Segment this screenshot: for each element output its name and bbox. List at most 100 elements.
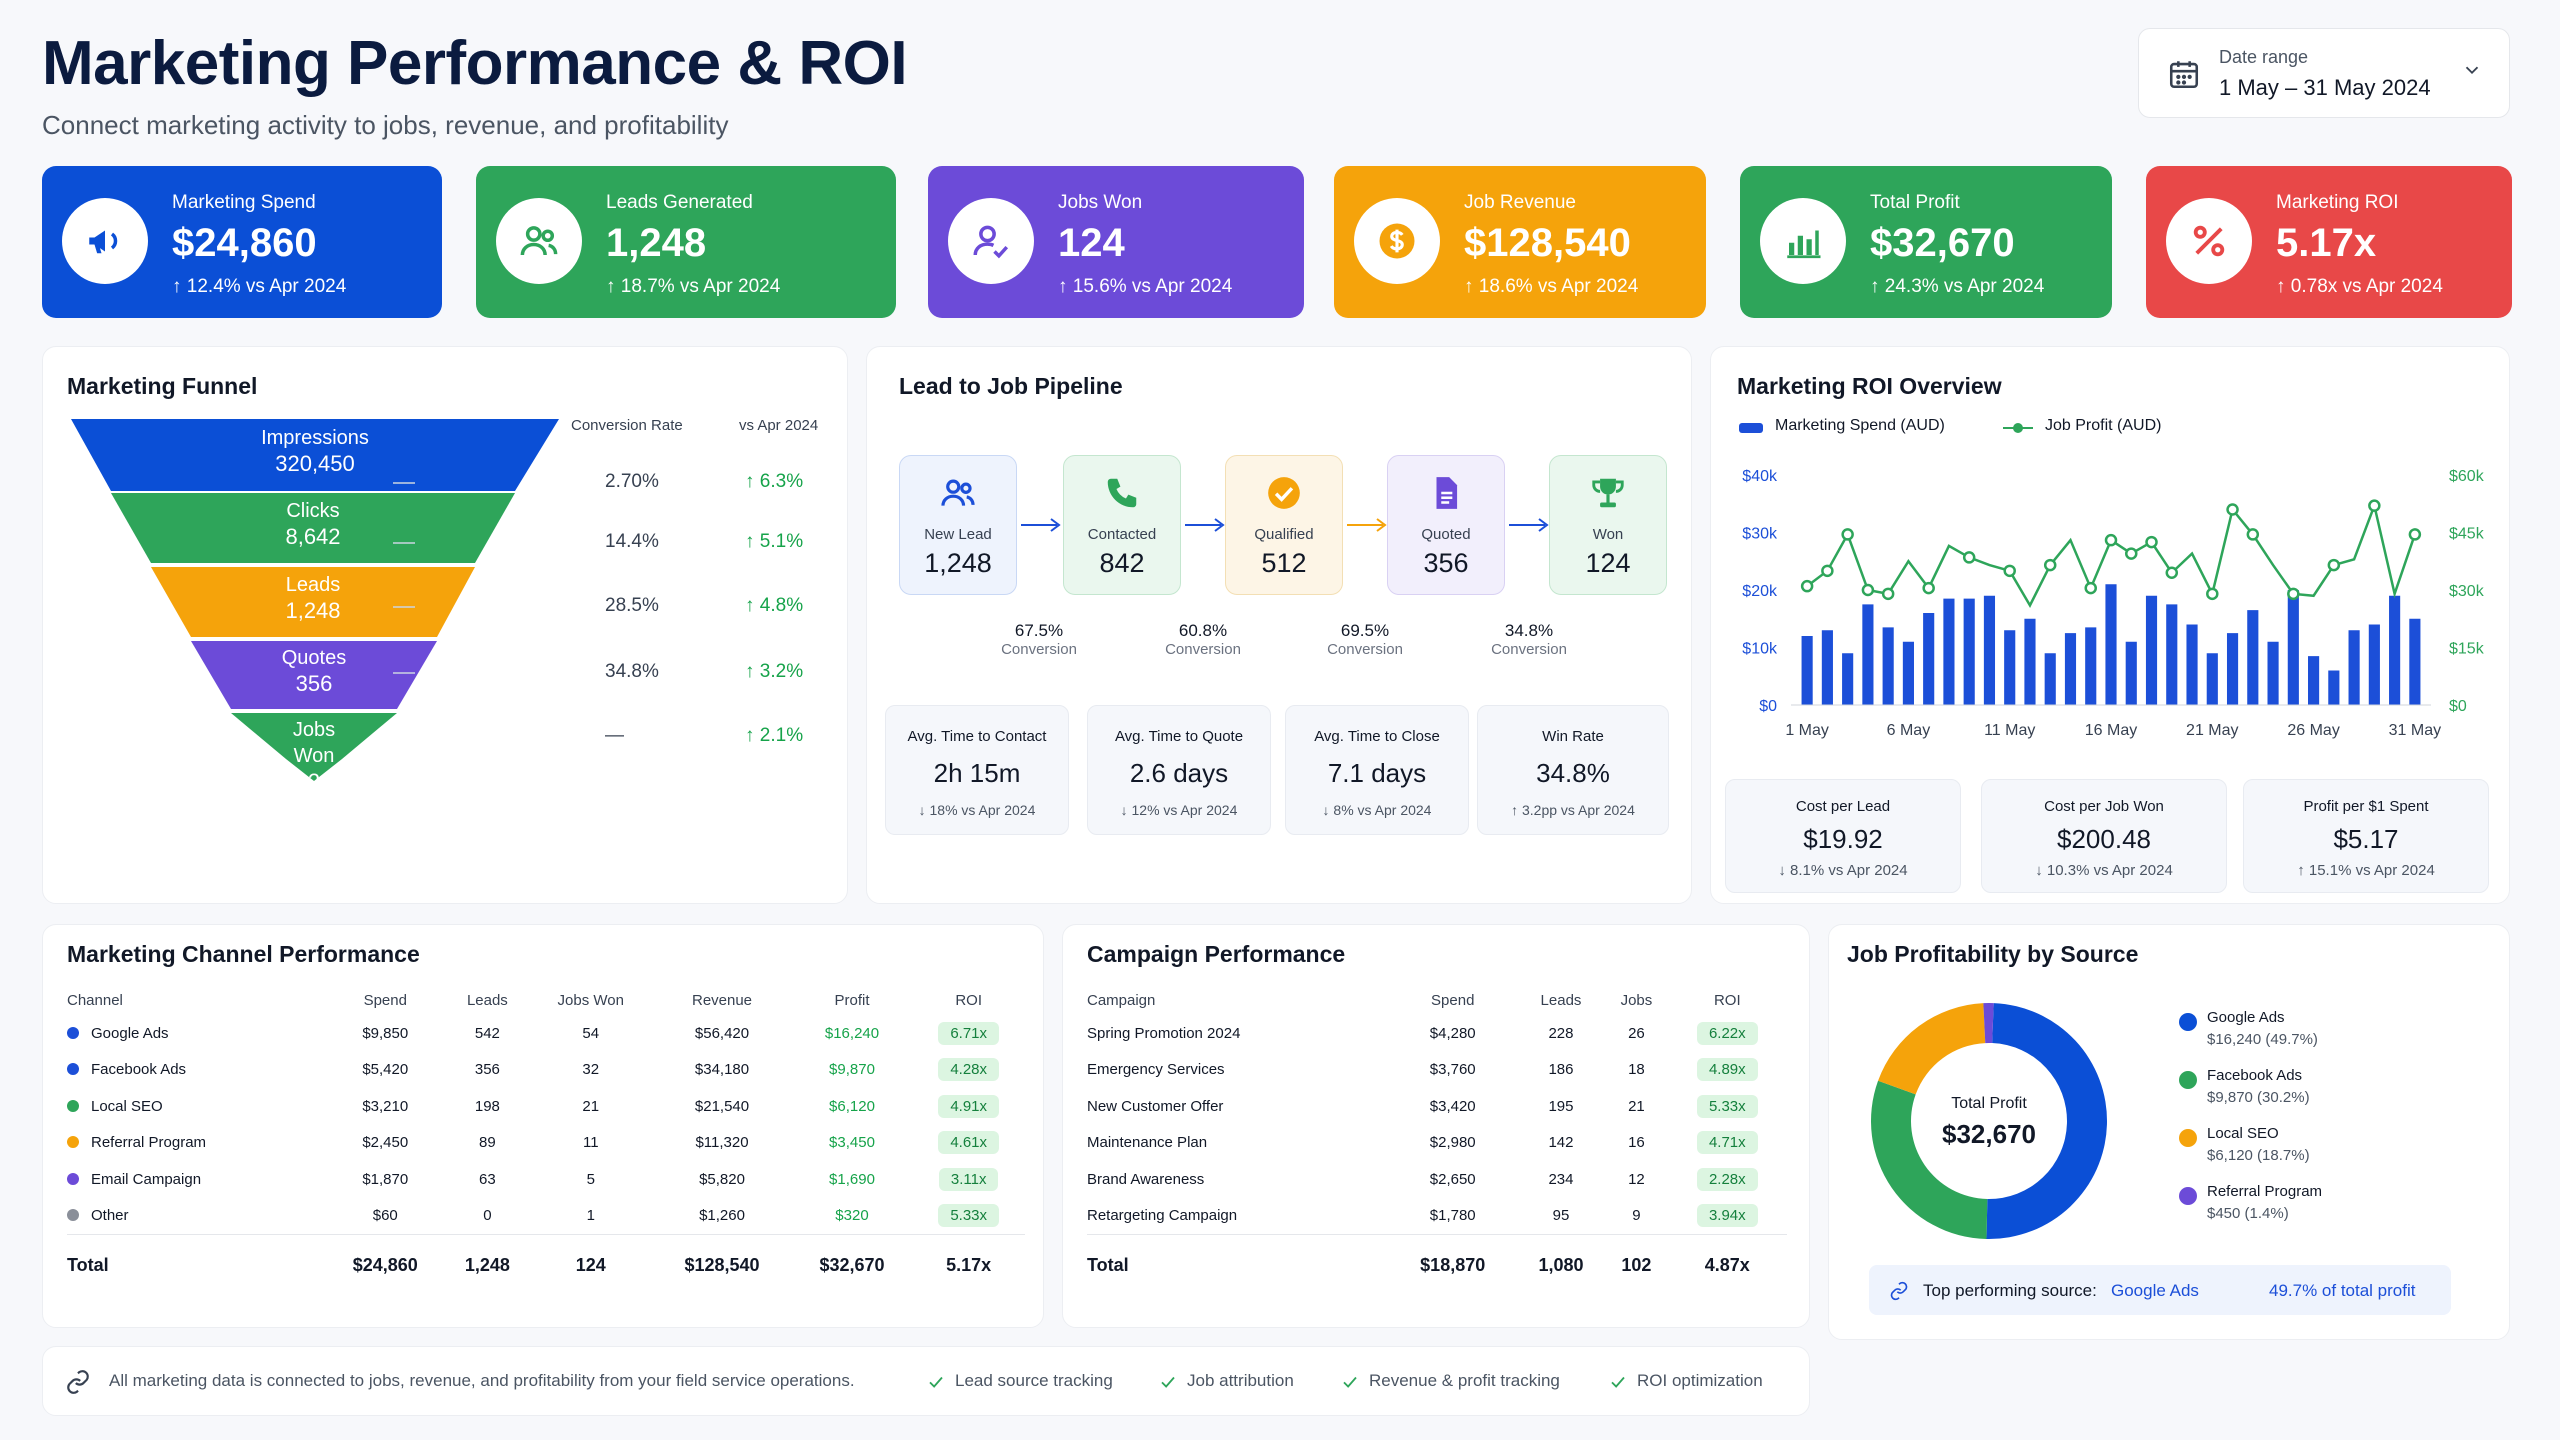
metric-title: Profit per $1 Spent xyxy=(2303,798,2429,815)
pipeline-stage[interactable]: Qualified 512 xyxy=(1225,455,1343,595)
link-icon xyxy=(67,1370,89,1394)
column-header: vs Apr 2024 xyxy=(739,417,819,434)
x-tick-label: 1 May xyxy=(1785,722,1829,739)
kpi-card[interactable]: Marketing Spend $24,860 ↑ 12.4% vs Apr 202… xyxy=(42,166,442,318)
spend-bar xyxy=(1963,598,1975,705)
funnel-segment xyxy=(191,641,437,709)
page-subtitle: Connect marketing activity to jobs, reve… xyxy=(42,110,729,140)
spend-bar xyxy=(2328,670,2340,705)
spend-bar xyxy=(1882,627,1894,705)
pipeline-stage[interactable]: Contacted 842 xyxy=(1063,455,1181,595)
dollar-icon xyxy=(1376,220,1418,262)
profit-point xyxy=(1861,583,1875,597)
legend-dot xyxy=(2179,1071,2197,1089)
table-row[interactable]: Brand Awareness $2,650 234 12 2.28x xyxy=(1087,1161,1787,1198)
roi-badge: 2.28x xyxy=(1696,1167,1758,1191)
arrow-right-icon xyxy=(1507,515,1551,540)
date-range-picker[interactable]: Date range 1 May – 31 May 2024 xyxy=(2138,28,2510,118)
check-icon xyxy=(1159,1373,1177,1396)
profit-point xyxy=(2043,558,2057,572)
pipeline-stage[interactable]: Quoted 356 xyxy=(1387,455,1505,595)
marketing-funnel-card: Marketing Funnel Conversion Rate vs Apr … xyxy=(42,346,848,904)
table-row[interactable]: Email Campaign $1,870 63 5 $5,820 $1,690 3.11x xyxy=(67,1161,1025,1198)
table-row[interactable]: Local SEO $3,210 198 21 $21,540 $6,120 4.91x xyxy=(67,1088,1025,1125)
kpi-card[interactable]: Marketing ROI 5.17x ↑ 0.78x vs Apr 2024 xyxy=(2146,166,2512,318)
pipeline-conversion: 69.5% Conversion xyxy=(1305,621,1425,658)
spend-bar xyxy=(2206,653,2218,705)
pipeline-conversion: 34.8% Conversion xyxy=(1469,621,1589,658)
check-circle-icon xyxy=(1265,474,1303,512)
column-header: Jobs Won xyxy=(557,991,624,1009)
table-row[interactable]: New Customer Offer $3,420 195 21 5.33x xyxy=(1087,1088,1787,1125)
y-left-tick-label: $0 xyxy=(1759,698,1777,715)
pipeline-stage-name: Contacted xyxy=(1087,526,1157,543)
table-row[interactable]: Google Ads $9,850 542 54 $56,420 $16,240 6.71x xyxy=(67,1015,1025,1052)
legend-swatch-spend xyxy=(1739,423,1763,433)
column-header: Leads xyxy=(1540,991,1582,1009)
table-row[interactable]: Facebook Ads $5,420 356 32 $34,180 $9,870 4.28… xyxy=(67,1052,1025,1089)
campaign-table: Campaign Spend Leads Jobs ROI Spring Promotio… xyxy=(1087,985,1787,1296)
donut-center-value: $32,670 xyxy=(1942,1119,2036,1149)
spend-bar xyxy=(1983,595,1996,705)
table-row[interactable]: Other $60 0 1 $1,260 $320 5.33x xyxy=(67,1198,1025,1235)
funnel-stage-name: Clicks xyxy=(286,500,340,522)
pipeline-conversion: 60.8% Conversion xyxy=(1143,621,1263,658)
metric-change: ↓ 12% vs Apr 2024 xyxy=(1120,802,1238,818)
y-left-tick-label: $10k xyxy=(1742,641,1778,658)
table-row[interactable]: Referral Program $2,450 89 11 $11,320 $3,450 4… xyxy=(67,1125,1025,1162)
kpi-change: ↑ 18.7% vs Apr 2024 xyxy=(606,276,781,297)
top-source-name[interactable]: Google Ads xyxy=(2111,1281,2199,1300)
table-header-row: Campaign Spend Leads Jobs ROI xyxy=(1087,985,1787,1015)
funnel-conversion-rate: 34.8% xyxy=(605,661,659,682)
kpi-card[interactable]: Job Revenue $128,540 ↑ 18.6% vs Apr 2024 xyxy=(1334,166,1706,318)
cell-spend: $1,870 xyxy=(362,1170,409,1188)
conversion-label: Conversion xyxy=(1001,641,1077,658)
table-row[interactable]: Retargeting Campaign $1,780 95 9 3.94x xyxy=(1087,1198,1787,1235)
table-row[interactable]: Maintenance Plan $2,980 142 16 4.71x xyxy=(1087,1125,1787,1162)
date-range-label: Date range xyxy=(2219,47,2309,67)
cell-leads: 234 xyxy=(1548,1170,1574,1188)
table-header-row: Channel Spend Leads Jobs Won Revenue Profit RO… xyxy=(67,985,1025,1015)
pipeline-stage-value: 124 xyxy=(1585,548,1631,578)
footer-bar: All marketing data is connected to jobs,… xyxy=(42,1346,1810,1416)
campaign-name: Spring Promotion 2024 xyxy=(1087,1024,1241,1042)
cell-profit: $6,120 xyxy=(829,1097,875,1115)
roi-combo-chart: $0 $10k $20k $30k $40k $0 $15k $30k $45k $60k 1 Ma… xyxy=(1742,468,2485,739)
cell-jobs: 11 xyxy=(582,1134,599,1152)
spend-bar xyxy=(1801,636,1813,705)
table-row[interactable]: Spring Promotion 2024 $4,280 228 26 6.22x xyxy=(1087,1015,1787,1052)
pipeline-card: Lead to Job Pipeline New Lead 1,248 Contac… xyxy=(866,346,1692,904)
funnel-stage-name: Quotes xyxy=(281,647,347,669)
spend-bar xyxy=(1842,653,1854,705)
conversion-percent: 34.8% xyxy=(1504,621,1554,640)
kpi-card[interactable]: Total Profit $32,670 ↑ 24.3% vs Apr 2024 xyxy=(1740,166,2112,318)
profit-point xyxy=(2165,566,2179,579)
channel-performance-card: Marketing Channel Performance Channel Spe… xyxy=(42,924,1044,1328)
cell-leads: 95 xyxy=(1552,1207,1570,1224)
total-leads: 1,080 xyxy=(1516,1233,1606,1296)
footer-note: All marketing data is connected to jobs,… xyxy=(109,1371,855,1390)
kpi-card[interactable]: Jobs Won 124 ↑ 15.6% vs Apr 2024 xyxy=(928,166,1304,318)
donut-slice xyxy=(1871,1080,1988,1239)
funnel-conversion-rate: — xyxy=(605,725,624,746)
column-header: Campaign xyxy=(1087,991,1156,1009)
kpi-card[interactable]: Leads Generated 1,248 ↑ 18.7% vs Apr 2024 xyxy=(476,166,896,318)
spend-bar xyxy=(2105,584,2117,705)
total-revenue: $128,540 xyxy=(652,1233,792,1296)
profit-point xyxy=(1962,551,1976,564)
table-row[interactable]: Emergency Services $3,760 186 18 4.89x xyxy=(1087,1052,1787,1089)
legend-detail: $16,240 (49.7%) xyxy=(2207,1031,2318,1048)
pipeline-stage[interactable]: Won 124 xyxy=(1549,455,1667,595)
column-header: Spend xyxy=(1431,991,1475,1009)
x-tick-label: 6 May xyxy=(1887,722,1931,739)
check-icon xyxy=(1609,1373,1627,1396)
pipeline-stage-value: 1,248 xyxy=(924,548,992,578)
pipeline-stage-name: Qualified xyxy=(1254,526,1314,543)
pipeline-stage-value: 842 xyxy=(1099,548,1145,578)
card-title: Job Profitability by Source xyxy=(1847,941,2139,967)
cell-leads: 228 xyxy=(1548,1024,1574,1042)
pipeline-stage[interactable]: New Lead 1,248 xyxy=(899,455,1017,595)
spend-bar xyxy=(2226,633,2239,705)
y-right-tick-label: $15k xyxy=(2449,641,2485,658)
pipeline-metric: Avg. Time to Contact 2h 15m ↓ 18% vs Apr 2… xyxy=(885,705,1069,835)
